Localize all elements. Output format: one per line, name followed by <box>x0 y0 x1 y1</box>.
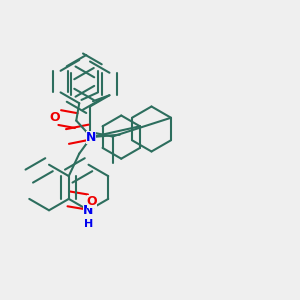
Text: H: H <box>84 219 93 229</box>
Text: O: O <box>49 111 60 124</box>
Text: O: O <box>87 195 98 208</box>
Text: N: N <box>83 204 94 217</box>
Text: N: N <box>86 130 96 144</box>
